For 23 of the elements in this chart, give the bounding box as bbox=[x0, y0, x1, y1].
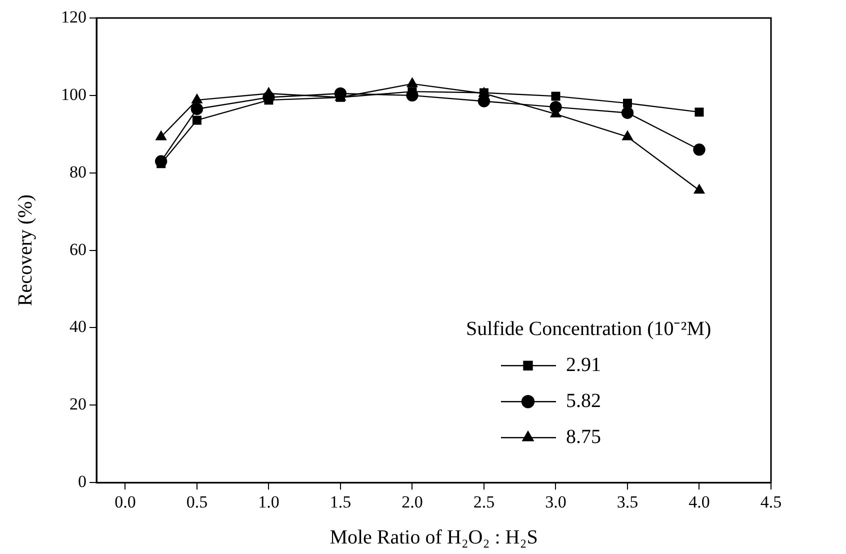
x-tick-label: 0.5 bbox=[186, 492, 208, 512]
y-tick-label: 80 bbox=[70, 162, 86, 182]
x-tick-label: 4.5 bbox=[760, 492, 782, 512]
legend-label: 5.82 bbox=[566, 390, 601, 412]
x-tick-label: 3.5 bbox=[616, 492, 638, 512]
y-tick-label: 40 bbox=[70, 317, 86, 336]
y-tick-label: 0 bbox=[78, 472, 86, 492]
x-tick-label: 1.0 bbox=[258, 492, 280, 512]
legend-label: 8.75 bbox=[566, 426, 601, 448]
x-tick-label: 2.5 bbox=[473, 492, 495, 512]
y-tick-label: 100 bbox=[61, 84, 86, 104]
y-axis-title: Recovery (%) bbox=[14, 194, 36, 306]
x-tick-label: 4.0 bbox=[688, 492, 710, 512]
x-tick-label: 2.0 bbox=[402, 492, 423, 512]
legend-title: Sulfide Concentration (10⁻²M) bbox=[466, 318, 712, 340]
y-tick-label: 60 bbox=[70, 240, 86, 259]
x-tick-label: 0.0 bbox=[114, 492, 136, 512]
x-tick-label: 3.0 bbox=[545, 492, 566, 512]
legend-label: 2.91 bbox=[566, 354, 601, 376]
x-axis-title: Mole Ratio of H₂O₂ : H₂S bbox=[330, 526, 538, 548]
x-tick-label: 1.5 bbox=[330, 492, 352, 512]
y-tick-label: 120 bbox=[61, 7, 86, 26]
y-tick-label: 20 bbox=[70, 394, 86, 414]
